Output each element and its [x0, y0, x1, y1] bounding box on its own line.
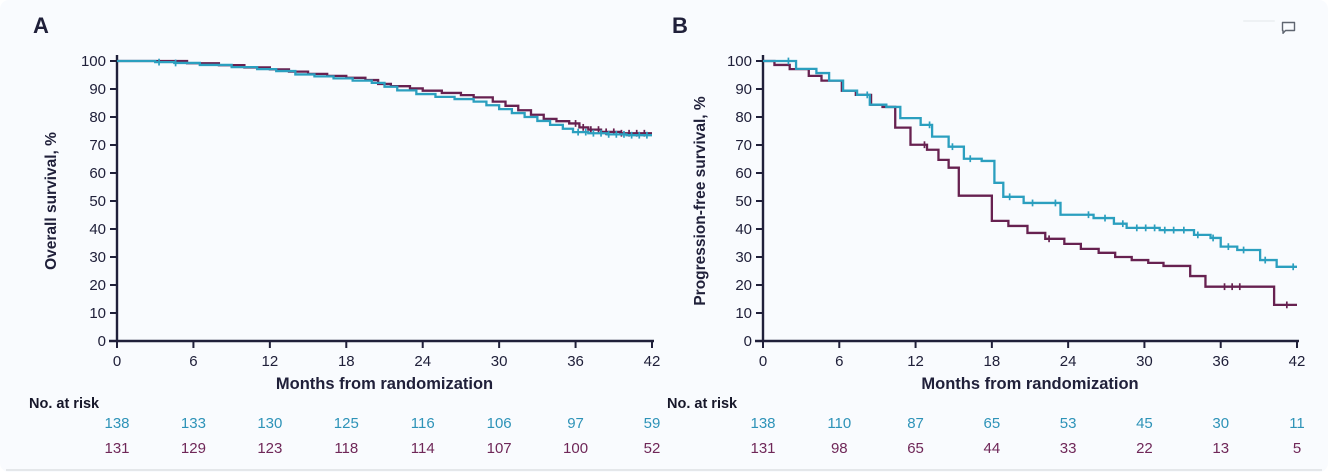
x-tick-label: 12 [907, 353, 924, 370]
risk-count-maroon-arm: 44 [984, 440, 1001, 457]
y-tick-label: 0 [98, 333, 106, 350]
comment-bubble-icon[interactable] [1280, 20, 1300, 36]
risk-count-teal-arm: 125 [334, 415, 359, 432]
risk-count-maroon-arm: 131 [750, 440, 775, 457]
y-tick-label: 20 [89, 277, 106, 294]
x-tick-label: 30 [1136, 353, 1153, 370]
y-tick-label: 60 [89, 165, 106, 182]
survival-curve-teal-arm [117, 59, 652, 137]
y-tick-label: 80 [735, 109, 752, 126]
x-axis-title: Months from randomization [921, 375, 1138, 393]
y-tick-label: 20 [735, 277, 752, 294]
y-tick-label: 0 [744, 333, 752, 350]
risk-count-maroon-arm: 98 [831, 440, 848, 457]
risk-count-maroon-arm: 114 [411, 440, 435, 457]
risk-count-maroon-arm: 107 [487, 440, 512, 457]
risk-count-teal-arm: 65 [984, 415, 1001, 432]
x-tick-label: 0 [113, 353, 121, 370]
risk-count-maroon-arm: 65 [907, 440, 924, 457]
x-tick-label: 24 [414, 353, 431, 370]
screenshot-bottom-edge [6, 469, 1322, 471]
risk-count-maroon-arm: 13 [1212, 440, 1229, 457]
risk-count-maroon-arm: 33 [1060, 440, 1077, 457]
survival-curve-teal-arm [763, 59, 1297, 268]
x-tick-label: 24 [1060, 353, 1077, 370]
risk-count-teal-arm: 106 [487, 415, 512, 432]
risk-count-maroon-arm: 22 [1136, 440, 1153, 457]
panel-A: A 0 10 20 30 40 50 60 70 80 90 100 0 6 12 18 24 30 36 42 Mon… [29, 13, 660, 457]
risk-count-teal-arm: 59 [644, 415, 661, 432]
x-tick-label: 36 [1212, 353, 1229, 370]
x-tick-label: 6 [189, 353, 197, 370]
y-tick-label: 100 [81, 53, 106, 70]
risk-count-maroon-arm: 131 [104, 440, 129, 457]
x-tick-label: 18 [338, 353, 355, 370]
risk-count-maroon-arm: 129 [181, 440, 206, 457]
x-tick-label: 30 [491, 353, 508, 370]
risk-count-maroon-arm: 52 [644, 440, 661, 457]
risk-count-teal-arm: 87 [907, 415, 924, 432]
risk-count-teal-arm: 138 [750, 415, 775, 432]
y-tick-label: 70 [89, 137, 106, 154]
risk-count-teal-arm: 138 [104, 415, 129, 432]
y-tick-label: 90 [735, 81, 752, 98]
censor-marks-teal-arm [787, 57, 1295, 271]
risk-table-label: No. at risk [667, 396, 738, 412]
risk-count-teal-arm: 53 [1060, 415, 1077, 432]
y-tick-label: 50 [735, 193, 752, 210]
y-tick-label: 60 [735, 165, 752, 182]
y-tick-label: 40 [735, 221, 752, 238]
censor-marks-teal-arm [158, 58, 648, 139]
y-tick-label: 70 [735, 137, 752, 154]
risk-count-maroon-arm: 5 [1293, 440, 1301, 457]
y-tick-label: 80 [89, 109, 106, 126]
panel-label: A [33, 13, 49, 38]
risk-count-teal-arm: 130 [257, 415, 282, 432]
y-tick-label: 10 [89, 305, 106, 322]
panel-label: B [672, 13, 688, 38]
x-tick-label: 42 [644, 353, 661, 370]
panel-B: B 0 10 20 30 40 50 60 70 80 90 100 0 6 12 18 24 30 36 42 Mon… [667, 13, 1305, 457]
x-tick-label: 12 [262, 353, 279, 370]
x-tick-label: 18 [984, 353, 1001, 370]
censor-marks-maroon-arm [923, 141, 1288, 309]
x-tick-label: 36 [567, 353, 584, 370]
x-axis-title: Months from randomization [276, 375, 493, 393]
x-tick-label: 0 [759, 353, 767, 370]
risk-count-teal-arm: 97 [567, 415, 584, 432]
risk-count-teal-arm: 110 [827, 415, 851, 432]
y-tick-label: 30 [735, 249, 752, 266]
y-axis-title: Overall survival, % [43, 132, 60, 270]
y-axis-title: Progression-free survival, % [692, 96, 709, 306]
risk-count-teal-arm: 45 [1136, 415, 1153, 432]
survival-curve-maroon-arm [117, 59, 652, 135]
y-tick-label: 90 [89, 81, 106, 98]
risk-count-teal-arm: 30 [1212, 415, 1229, 432]
risk-table: No. at risk 138 110 87 65 53 45 30 11 131 98 65 44 33… [667, 396, 1305, 457]
survival-curve-maroon-arm [763, 59, 1297, 307]
x-tick-label: 6 [835, 353, 843, 370]
y-tick-label: 30 [89, 249, 106, 266]
risk-count-maroon-arm: 123 [257, 440, 282, 457]
y-tick-label: 50 [89, 193, 106, 210]
y-tick-label: 10 [735, 305, 752, 322]
risk-count-maroon-arm: 118 [334, 440, 358, 457]
risk-count-teal-arm: 11 [1289, 415, 1305, 432]
risk-count-teal-arm: 116 [411, 415, 435, 432]
risk-count-maroon-arm: 100 [563, 440, 588, 457]
risk-table-label: No. at risk [29, 396, 100, 412]
x-tick-label: 42 [1289, 353, 1306, 370]
ui-divider-line [1243, 20, 1275, 22]
y-tick-label: 100 [727, 53, 752, 70]
risk-count-teal-arm: 133 [181, 415, 206, 432]
y-tick-label: 40 [89, 221, 106, 238]
